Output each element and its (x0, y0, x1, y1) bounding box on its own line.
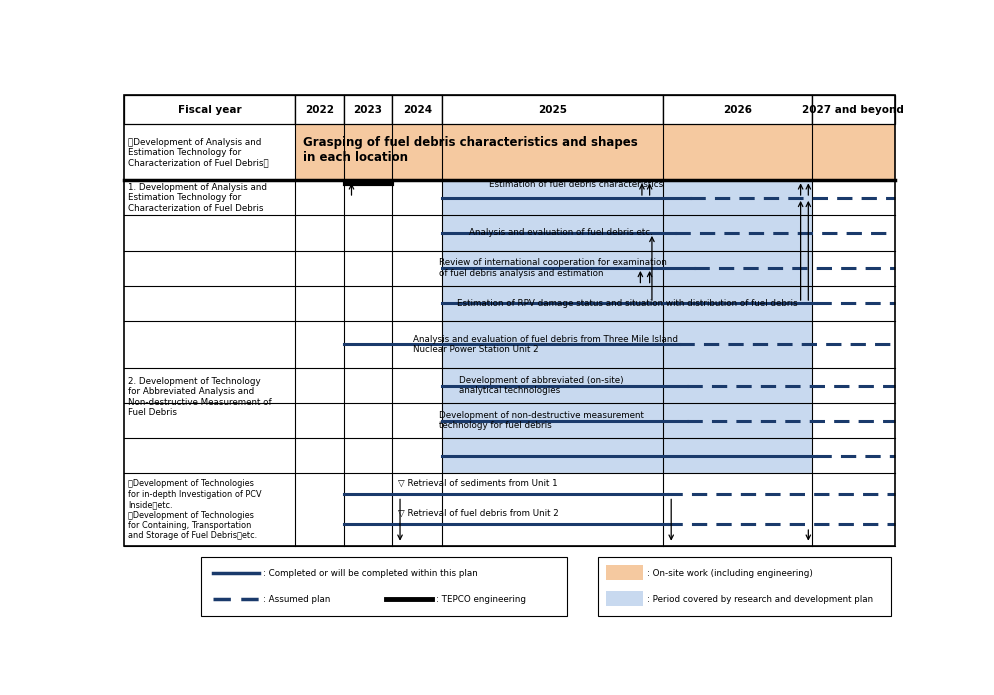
Text: Development of non-destructive measurement
technology for fuel debris: Development of non-destructive measureme… (439, 411, 644, 430)
Bar (124, 95, 295, 124)
Text: 2022: 2022 (305, 105, 334, 115)
Text: 2024: 2024 (403, 105, 432, 115)
Bar (124, 95, 895, 546)
Bar (442, 368, 812, 403)
Text: : Assumed plan: : Assumed plan (262, 595, 330, 604)
Bar (202, 557, 568, 616)
Text: Grasping of fuel debris characteristics and shapes
in each location: Grasping of fuel debris characteristics … (303, 136, 638, 164)
Text: 2025: 2025 (539, 105, 568, 115)
Text: 【Development of Analysis and
Estimation Technology for
Characterization of Fuel : 【Development of Analysis and Estimation … (128, 138, 268, 167)
Text: 2. Development of Technology
for Abbreviated Analysis and
Non-destructive Measur: 2. Development of Technology for Abbrevi… (128, 377, 271, 417)
Bar (605, 566, 643, 580)
Text: Estimation of RPV damage status and situation with distribution of fuel debris: Estimation of RPV damage status and situ… (457, 299, 797, 308)
Text: Analysis and evaluation of fuel debris from Three Mile Island
Nuclear Power Stat: Analysis and evaluation of fuel debris f… (413, 335, 678, 354)
Text: ▽ Retrieval of fuel debris from Unit 2: ▽ Retrieval of fuel debris from Unit 2 (398, 509, 559, 518)
Text: : Completed or will be completed within this plan: : Completed or will be completed within … (262, 569, 478, 578)
Text: 1. Development of Analysis and
Estimation Technology for
Characterization of Fue: 1. Development of Analysis and Estimatio… (128, 183, 267, 213)
Bar (295, 95, 344, 124)
Text: 【Development of Technologies
for in-depth Investigation of PCV
Inside】etc.
【Deve: 【Development of Technologies for in-dept… (128, 480, 261, 540)
Bar (442, 215, 812, 250)
Text: : On-site work (including engineering): : On-site work (including engineering) (647, 569, 813, 578)
Text: Estimation of fuel debris characteristics: Estimation of fuel debris characteristic… (489, 180, 663, 189)
Bar (442, 95, 664, 124)
Bar (295, 124, 895, 181)
Text: ▽ Retrieval of sediments from Unit 1: ▽ Retrieval of sediments from Unit 1 (398, 478, 558, 487)
Bar (598, 557, 891, 616)
Bar (664, 95, 812, 124)
Text: : TEPCO engineering: : TEPCO engineering (436, 595, 526, 604)
Bar (442, 403, 812, 439)
Text: 2027 and beyond: 2027 and beyond (802, 105, 905, 115)
Bar (605, 591, 643, 606)
Bar (812, 95, 895, 124)
Bar (344, 95, 393, 124)
Text: 2026: 2026 (724, 105, 752, 115)
Text: Development of abbreviated (on-site)
analytical technologies: Development of abbreviated (on-site) ana… (459, 376, 623, 395)
Bar (124, 95, 895, 124)
Text: Analysis and evaluation of fuel debris etc.: Analysis and evaluation of fuel debris e… (469, 229, 652, 238)
Text: 2023: 2023 (354, 105, 383, 115)
Bar (442, 286, 812, 320)
Bar (442, 250, 812, 286)
Bar (442, 439, 812, 473)
Text: Fiscal year: Fiscal year (178, 105, 242, 115)
Bar (393, 95, 442, 124)
Text: : Period covered by research and development plan: : Period covered by research and develop… (647, 595, 874, 604)
Text: Review of international cooperation for examination
of fuel debris analysis and : Review of international cooperation for … (439, 259, 667, 278)
Bar (442, 320, 812, 368)
Bar (442, 181, 812, 215)
